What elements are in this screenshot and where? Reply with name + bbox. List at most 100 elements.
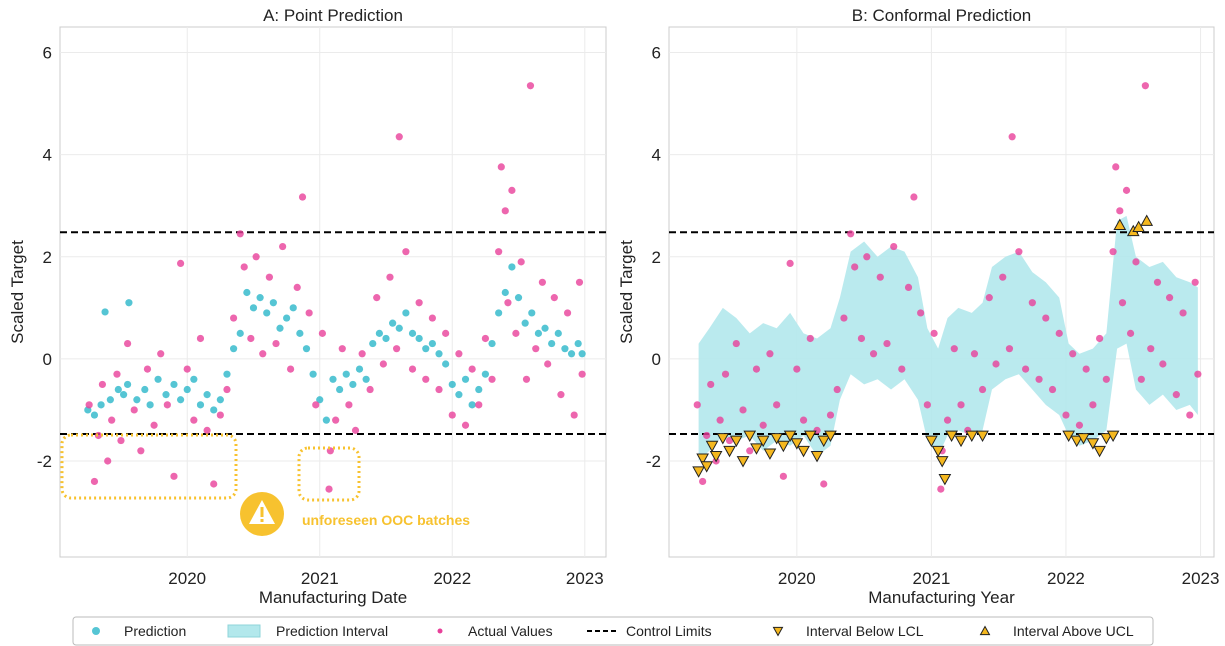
point <box>326 447 334 455</box>
point <box>342 370 350 378</box>
legend-label: Prediction Interval <box>276 623 388 639</box>
point <box>210 406 218 414</box>
point <box>578 370 586 378</box>
point <box>336 385 344 394</box>
point <box>557 391 565 399</box>
point <box>106 396 114 404</box>
point <box>146 401 154 409</box>
point <box>386 273 394 281</box>
point <box>265 273 273 281</box>
plot-area <box>668 26 1215 558</box>
point <box>351 426 360 434</box>
point <box>286 365 295 373</box>
point <box>992 360 1000 368</box>
legend-label: Control Limits <box>626 623 712 639</box>
point <box>501 207 509 215</box>
point <box>90 411 99 419</box>
point <box>826 411 835 419</box>
point <box>375 329 383 337</box>
triangle <box>696 453 709 465</box>
x-tick-label: 2022 <box>1047 569 1085 588</box>
triangle <box>750 443 763 455</box>
x-tick-label: 2020 <box>778 569 816 588</box>
triangle <box>770 433 784 445</box>
triangle <box>1113 218 1127 231</box>
triangle <box>1106 430 1120 443</box>
point <box>488 375 496 383</box>
point <box>338 345 346 353</box>
point <box>230 345 238 353</box>
point <box>279 242 287 251</box>
point <box>366 385 374 394</box>
triangle <box>803 430 817 443</box>
point <box>259 350 267 358</box>
y-axis-label: Scaled Target <box>617 240 636 344</box>
point <box>163 401 171 409</box>
point <box>541 324 549 332</box>
triangle <box>692 466 705 478</box>
point <box>561 345 569 353</box>
y-tick-label: 0 <box>43 350 52 369</box>
triangle <box>824 430 837 443</box>
point <box>793 365 801 373</box>
point <box>563 309 572 317</box>
triangle <box>931 445 945 458</box>
point <box>448 380 456 389</box>
point <box>1126 329 1135 337</box>
point <box>362 375 370 383</box>
prediction-interval <box>698 215 1198 462</box>
point <box>468 365 476 373</box>
point <box>309 370 317 378</box>
point <box>379 360 387 368</box>
point <box>1102 375 1110 383</box>
point <box>1112 163 1120 171</box>
point <box>369 339 377 348</box>
point <box>223 385 231 394</box>
point <box>703 431 711 440</box>
point <box>393 345 401 353</box>
ooc-box <box>60 433 238 500</box>
triangle <box>797 445 810 458</box>
point <box>97 401 105 409</box>
point <box>578 350 586 358</box>
triangle <box>810 451 824 463</box>
point <box>504 299 512 307</box>
point <box>1048 385 1057 394</box>
point <box>1172 391 1180 399</box>
point <box>395 324 403 332</box>
point <box>176 259 185 268</box>
triangle <box>1093 445 1106 458</box>
point <box>847 230 855 238</box>
point <box>283 314 291 322</box>
point <box>904 283 913 292</box>
point <box>1096 334 1104 343</box>
point <box>422 375 430 383</box>
triangle <box>1077 433 1090 445</box>
point <box>316 396 324 404</box>
point <box>943 416 952 424</box>
point <box>114 385 122 394</box>
point <box>94 431 103 440</box>
point <box>305 309 313 317</box>
point <box>554 329 562 337</box>
point <box>123 380 132 389</box>
warning-icon-bar <box>260 507 264 517</box>
legend-label: Prediction <box>124 623 186 639</box>
point <box>223 370 231 378</box>
point <box>236 329 244 337</box>
point <box>521 319 529 327</box>
point <box>137 447 145 455</box>
y-tick-label: 4 <box>43 146 52 165</box>
point <box>210 480 218 488</box>
triangle <box>925 435 938 448</box>
point <box>355 365 364 373</box>
y-axis-label: Scaled Target <box>8 240 27 344</box>
point <box>408 365 417 373</box>
point <box>1194 370 1202 378</box>
point <box>435 350 443 358</box>
y-tick-label: 2 <box>652 248 661 267</box>
point <box>863 253 871 261</box>
point <box>1005 345 1014 353</box>
point <box>508 186 516 194</box>
point <box>1015 248 1023 256</box>
